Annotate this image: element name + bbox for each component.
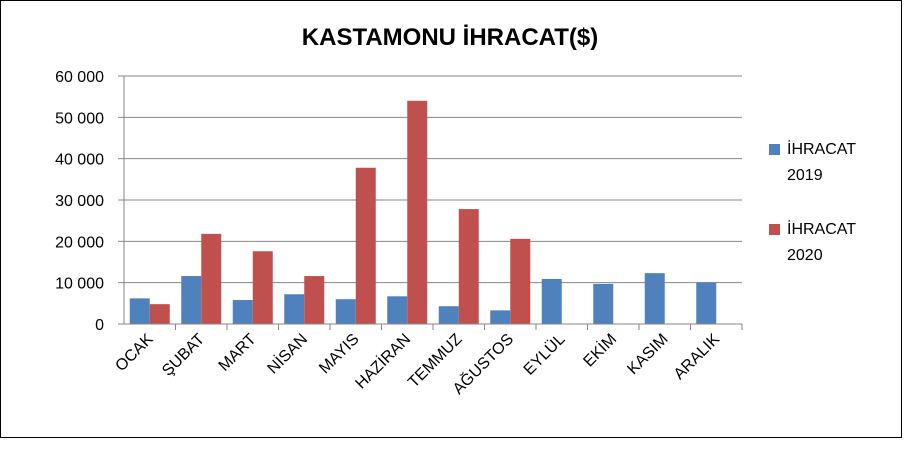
bar: [387, 296, 408, 324]
bar: [149, 304, 170, 324]
legend-label: 2019: [787, 167, 823, 184]
bar: [129, 298, 150, 324]
y-tick-label: 40 000: [55, 152, 104, 169]
bar: [335, 299, 356, 324]
x-tick-label: KASIM: [624, 331, 671, 378]
bar: [201, 233, 222, 324]
bar: [593, 283, 614, 324]
bar: [510, 238, 531, 324]
chart-frame: [0, 0, 902, 438]
bar: [696, 282, 717, 324]
legend: İHRACAT 2019 İHRACAT 2020: [769, 139, 856, 264]
x-tick-label: HAZİRAN: [351, 329, 414, 392]
bar: [232, 300, 253, 324]
y-tick-label: 20 000: [55, 234, 104, 251]
x-axis-labels: OCAK ŞUBAT MART NİSAN MAYISHAZİRANTEMMUZAĞUS…: [112, 329, 723, 398]
bar: [252, 251, 273, 324]
bar: [181, 276, 202, 324]
x-tick-label: EYLÜL: [520, 330, 569, 379]
legend-label: İHRACAT: [787, 219, 856, 238]
bar: [407, 100, 428, 324]
bar: [644, 273, 665, 324]
legend-label: 2020: [787, 247, 823, 264]
x-tick-label: NİSAN: [263, 329, 311, 377]
y-axis-ticks: 0 10 000 20 000 30 000 40 000 50 000 60 000: [55, 69, 124, 334]
bar: [438, 306, 459, 324]
bar: [541, 278, 562, 324]
x-tick-label: ŞUBAT: [159, 331, 208, 380]
bar: [304, 276, 325, 324]
x-tick-label: MAYIS: [316, 331, 362, 377]
axis-lines: [123, 76, 743, 330]
x-tick-label: EKİM: [579, 329, 620, 370]
bar: [458, 209, 479, 324]
legend-swatch: [769, 224, 780, 235]
legend-label: İHRACAT: [787, 139, 856, 158]
bar: [355, 167, 376, 324]
y-tick-label: 0: [95, 317, 104, 334]
y-tick-label: 10 000: [55, 276, 104, 293]
legend-swatch: [769, 144, 780, 155]
y-tick-label: 60 000: [55, 69, 104, 86]
bars: [129, 100, 717, 324]
x-tick-label: OCAK: [112, 331, 156, 375]
bar: [490, 310, 511, 324]
x-tick-label: MART: [216, 331, 260, 375]
chart-title: KASTAMONU İHRACAT($): [302, 24, 598, 51]
x-tick-label: ARALIK: [671, 331, 723, 383]
y-tick-label: 50 000: [55, 110, 104, 127]
y-tick-label: 30 000: [55, 193, 104, 210]
bar: [284, 294, 305, 324]
